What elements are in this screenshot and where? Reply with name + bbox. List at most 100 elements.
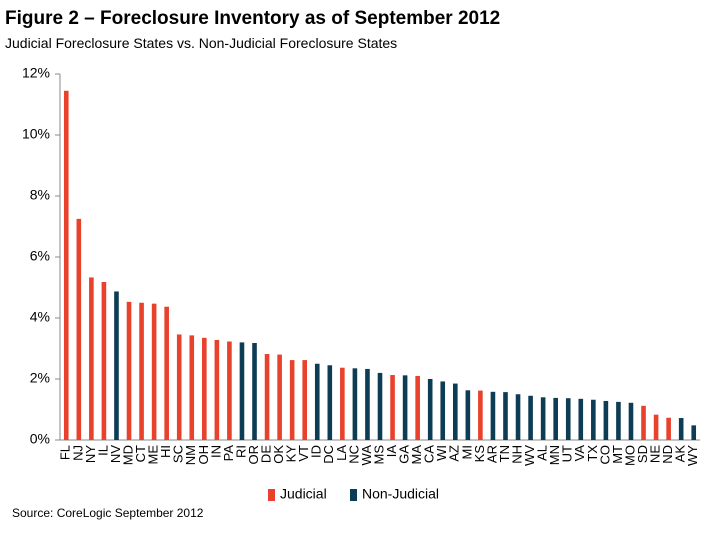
x-tick-label: OR	[246, 445, 261, 465]
x-tick-label: SD	[635, 445, 650, 463]
bar	[515, 394, 521, 440]
legend-label: Non-Judicial	[362, 486, 439, 502]
x-tick-label: ID	[309, 445, 324, 458]
bar	[340, 367, 345, 440]
bar	[252, 343, 257, 440]
bar	[478, 390, 483, 440]
source: Source: CoreLogic September 2012	[12, 506, 204, 520]
bar	[540, 397, 546, 440]
bar	[76, 218, 82, 440]
bar	[314, 363, 320, 440]
bar	[151, 303, 157, 440]
x-tick-label: MI	[459, 445, 474, 459]
x-tick-label: UT	[560, 445, 575, 462]
y-tick-label: 8%	[30, 187, 50, 203]
x-tick-label: NC	[346, 445, 361, 464]
x-tick-label: WI	[434, 445, 449, 461]
x-tick-label: CO	[597, 445, 612, 465]
x-tick-label: CA	[422, 445, 437, 463]
x-tick-label: LA	[334, 445, 349, 461]
bar	[189, 335, 195, 440]
x-tick-label: OH	[196, 445, 211, 465]
bar	[616, 401, 621, 440]
y-tick-label: 12%	[22, 65, 50, 81]
legend-swatch	[268, 489, 275, 501]
bar	[327, 365, 333, 440]
bar	[176, 334, 182, 440]
x-tick-label: IA	[384, 445, 399, 458]
bar	[653, 414, 659, 440]
x-tick-label: NY	[83, 445, 98, 463]
bar	[365, 368, 370, 440]
bar	[503, 392, 508, 440]
x-tick-label: VA	[572, 445, 587, 462]
legend-label: Judicial	[280, 486, 327, 502]
x-tick-label: IN	[208, 445, 223, 458]
x-tick-label: MT	[610, 445, 625, 464]
bar	[302, 360, 308, 440]
bar	[452, 383, 458, 440]
x-tick-label: HI	[158, 445, 173, 458]
bar	[89, 277, 94, 440]
x-tick-label: MA	[409, 445, 424, 465]
y-tick-label: 0%	[30, 431, 50, 447]
bar	[114, 291, 119, 440]
x-tick-label: ND	[660, 445, 675, 464]
x-tick-label: MS	[371, 445, 386, 465]
bar	[164, 306, 169, 440]
x-tick-label: AZ	[447, 445, 462, 462]
bar	[390, 375, 395, 440]
x-tick-label: AL	[535, 445, 550, 461]
x-tick-label: KY	[284, 445, 299, 463]
x-tick-label: FL	[58, 445, 73, 460]
bar	[352, 368, 358, 440]
bar	[465, 390, 471, 440]
y-tick-label: 6%	[30, 248, 50, 264]
bar	[691, 425, 697, 440]
x-tick-label: DC	[321, 445, 336, 464]
bar	[101, 282, 107, 440]
x-tick-label: NE	[648, 445, 663, 463]
x-tick-label: AK	[673, 445, 688, 463]
x-tick-label: VT	[296, 445, 311, 462]
bar	[264, 353, 270, 440]
x-tick-label: WA	[359, 445, 374, 466]
x-tick-label: WY	[685, 445, 700, 466]
bar	[628, 402, 634, 440]
x-tick-label: MD	[120, 445, 135, 465]
bar	[578, 398, 584, 440]
bar	[591, 399, 596, 440]
bar	[415, 375, 420, 440]
bar	[402, 375, 408, 440]
bar	[427, 379, 433, 440]
x-tick-label: TX	[585, 445, 600, 462]
bar	[490, 391, 496, 440]
chart-subtitle: Judicial Foreclosure States vs. Non-Judi…	[5, 35, 397, 51]
bar	[440, 381, 446, 440]
x-tick-label: AR	[484, 445, 499, 463]
bar	[227, 341, 232, 440]
x-tick-label: NV	[108, 445, 123, 463]
legend-swatch	[350, 489, 357, 501]
bar	[603, 400, 609, 440]
bar	[565, 398, 571, 440]
bar	[214, 339, 220, 440]
bar	[239, 342, 245, 440]
bar	[553, 397, 558, 440]
x-tick-label: IL	[95, 445, 110, 456]
bar	[139, 302, 144, 440]
bar	[641, 405, 646, 440]
y-tick-label: 10%	[22, 126, 50, 142]
x-tick-label: RI	[233, 445, 248, 458]
x-tick-label: KS	[472, 445, 487, 463]
bar	[289, 360, 295, 440]
y-tick-label: 4%	[30, 309, 50, 325]
x-tick-label: DE	[258, 445, 273, 463]
bar	[377, 372, 383, 440]
x-tick-label: CT	[133, 445, 148, 462]
x-tick-label: WV	[522, 445, 537, 466]
x-tick-label: SC	[171, 445, 186, 463]
x-tick-label: OK	[271, 445, 286, 464]
chart-title: Figure 2 – Foreclosure Inventory as of S…	[5, 8, 500, 29]
bar	[63, 90, 69, 441]
